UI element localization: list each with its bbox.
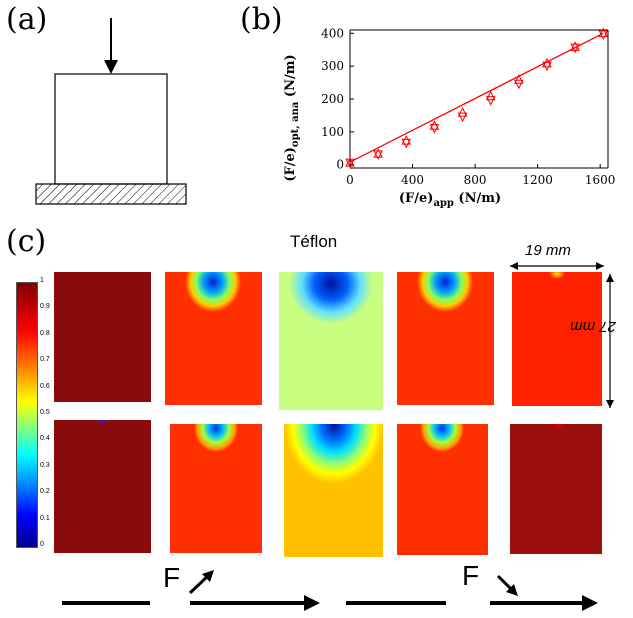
width-dimension-label: 19 mm — [525, 242, 571, 259]
colorbar-tick-label: 0.5 — [40, 409, 50, 416]
colorbar-tick-label: 0.6 — [40, 382, 50, 390]
chart-marks — [345, 27, 609, 169]
data-point-up — [542, 57, 552, 68]
fit-line — [349, 32, 604, 163]
x-tick-label: 800 — [464, 173, 487, 187]
data-point-down — [514, 79, 524, 90]
colorbar-tick-label: 1 — [40, 277, 44, 284]
colorbar-tick-label: 0.9 — [40, 303, 50, 311]
y-tick-label: 200 — [321, 92, 344, 106]
data-point-up — [485, 90, 496, 101]
y-tick-label: 0 — [336, 158, 344, 172]
force-label-unload: F — [462, 560, 480, 591]
tile-exp-3 — [279, 272, 383, 410]
y-axis-label: (F/e)opt, ana (N/m) — [283, 54, 301, 181]
data-point-up — [570, 41, 580, 51]
panel-label-b: (b) — [240, 2, 283, 37]
data-point-up — [345, 156, 355, 167]
calibration-chart: 0 400 800 1200 1600 0 100 200 300 400 (F/e)opt, a… — [283, 26, 615, 209]
x-tick-label: 0 — [346, 173, 354, 187]
colorbar-tick-label: 0.3 — [40, 461, 50, 469]
data-point-down — [457, 112, 468, 123]
data-point-down — [598, 30, 609, 41]
data-point-up — [514, 74, 524, 84]
y-tick-label: 100 — [321, 125, 344, 139]
colorbar-tick-label: 0.2 — [40, 488, 50, 496]
data-point-down — [429, 124, 440, 134]
data-point-down — [373, 150, 383, 160]
tile-sim-4 — [397, 424, 488, 555]
force-label-load: F — [163, 562, 181, 593]
tile-exp-1 — [54, 272, 151, 402]
data-point-down — [570, 43, 580, 54]
material-label: Téflon — [290, 232, 338, 251]
loading-timeline — [62, 570, 598, 611]
tile-exp-4 — [397, 272, 494, 405]
x-axis-label: (F/e)app (N/m) — [399, 191, 501, 209]
colorbar-tick-label: 0.4 — [40, 435, 50, 443]
data-point-up — [401, 134, 412, 145]
tile-exp-2 — [165, 272, 262, 405]
x-tick-label: 1600 — [585, 173, 616, 187]
dimension-arrows — [510, 262, 614, 408]
panel-label-a: (a) — [6, 2, 48, 37]
data-point-up — [429, 120, 440, 130]
load-arrowhead — [104, 60, 118, 74]
colorbar-tick-label: 0.8 — [40, 329, 50, 337]
data-point-down — [542, 61, 552, 72]
chart-axes: 0 400 800 1200 1600 0 100 200 300 400 — [321, 26, 615, 187]
tile-exp-5 — [512, 272, 602, 406]
tile-sim-2 — [170, 424, 262, 553]
hatched-support — [35, 183, 187, 205]
height-dimension-label: 27 mm — [570, 318, 616, 335]
data-point-up — [598, 27, 609, 38]
data-point-down — [485, 96, 496, 106]
y-tick-label: 400 — [321, 26, 344, 40]
panel-label-c: (c) — [6, 224, 47, 259]
colorbar-tick-label: 0.7 — [40, 356, 50, 364]
tile-sim-5 — [510, 424, 602, 554]
colorbar-tick-label: 0 — [40, 541, 44, 548]
data-point-up — [373, 148, 383, 158]
x-tick-label: 400 — [401, 173, 424, 187]
colorbar-tick-label: 0.1 — [40, 514, 50, 522]
colorbar — [16, 282, 38, 548]
data-point-up — [457, 107, 468, 117]
sample-block — [54, 73, 168, 185]
data-point-down — [401, 138, 412, 149]
y-tick-label: 300 — [321, 59, 344, 73]
x-tick-label: 1200 — [522, 173, 553, 187]
compression-sketch — [35, 18, 187, 205]
tile-sim-3 — [284, 424, 383, 557]
tile-sim-1 — [54, 420, 151, 553]
